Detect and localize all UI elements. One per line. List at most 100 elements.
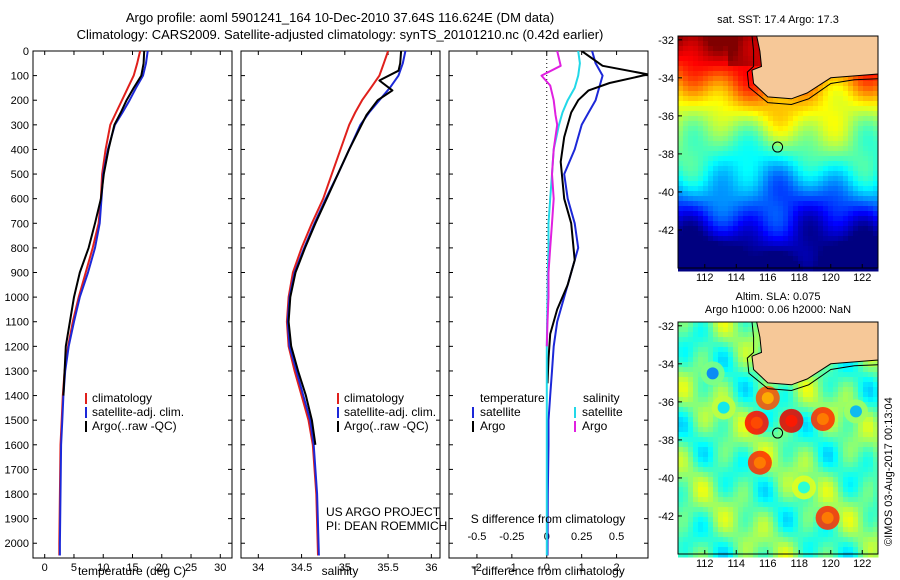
map-cell [838,382,844,388]
map-cell [793,502,799,508]
map-cell [713,141,719,147]
map-cell [683,332,689,338]
map-cell [683,432,689,438]
map-cell [858,251,864,257]
map-cell [803,166,809,172]
map-cell [698,447,704,453]
map-cell [868,206,874,212]
map-cell [803,101,809,107]
map-cell [753,432,759,438]
map-cell [688,191,694,197]
map-cell [868,91,874,97]
map-cell [723,56,729,62]
map-cell [798,136,804,142]
map-cell [753,261,759,267]
map-cell [733,106,739,112]
map-cell [848,497,854,503]
map-cell [848,226,854,232]
map-cell [823,196,829,202]
map-cell [813,206,819,212]
map-cell [863,91,869,97]
map-cell [783,442,789,448]
eddy-core [816,412,829,425]
map-cell [803,512,809,518]
map-cell [863,537,869,543]
map-cell [683,161,689,167]
map-cell [763,532,769,538]
y-tick-label: 800 [11,243,29,255]
map-cell [843,146,849,152]
map-cell [873,211,879,217]
map-cell [678,482,684,488]
map-cell [723,372,729,378]
map-cell [798,542,804,548]
map-cell [748,131,754,137]
map-cell [763,106,769,112]
map-cell [843,186,849,192]
map-cell [783,452,789,458]
map-cell [833,116,839,122]
map-cell [808,116,814,122]
map-y-tick-label: -42 [658,511,674,523]
map-cell [728,417,734,423]
map-cell [813,201,819,207]
map-cell [843,512,849,518]
map-cell [758,181,764,187]
map-cell [738,261,744,267]
map-cell [683,66,689,72]
map-cell [808,126,814,132]
map-cell [693,387,699,393]
map-cell [743,437,749,443]
map-cell [793,171,799,177]
map-cell [843,467,849,473]
map-cell [743,462,749,468]
map-cell [688,161,694,167]
map-cell [778,392,784,398]
map-cell [733,126,739,132]
map-cell [688,452,694,458]
map-cell [758,266,764,272]
map-cell [753,196,759,202]
s-tick-label: 0.25 [571,531,592,543]
map-cell [873,502,879,508]
map-cell [693,407,699,413]
map-cell [703,166,709,172]
x-tick-label: 35.5 [377,562,398,574]
map-cell [708,412,714,418]
map-cell [818,156,824,162]
map-cell [868,442,874,448]
map-cell [748,171,754,177]
map-cell [823,111,829,117]
map-cell [683,417,689,423]
map-cell [733,166,739,172]
map-cell [778,181,784,187]
map-cell [798,226,804,232]
map-cell [743,367,749,373]
map-cell [738,407,744,413]
map-cell [728,226,734,232]
map-cell [738,76,744,82]
map-cell [873,266,879,272]
map-cell [773,462,779,468]
map-cell [688,372,694,378]
map-cell [748,161,754,167]
map-cell [783,522,789,528]
map-cell [698,191,704,197]
map-cell [723,467,729,473]
map-cell [808,196,814,202]
map-cell [723,216,729,222]
map-cell [803,382,809,388]
map-cell [778,131,784,137]
map-cell [868,472,874,478]
plot-frame [240,50,441,559]
map-cell [838,372,844,378]
map-cell [853,236,859,242]
map-cell [783,196,789,202]
map-cell [713,206,719,212]
map-cell [683,111,689,117]
map-cell [853,141,859,147]
map-cell [838,136,844,142]
map-cell [828,467,834,473]
map-cell [698,46,704,52]
map-cell [813,507,819,513]
